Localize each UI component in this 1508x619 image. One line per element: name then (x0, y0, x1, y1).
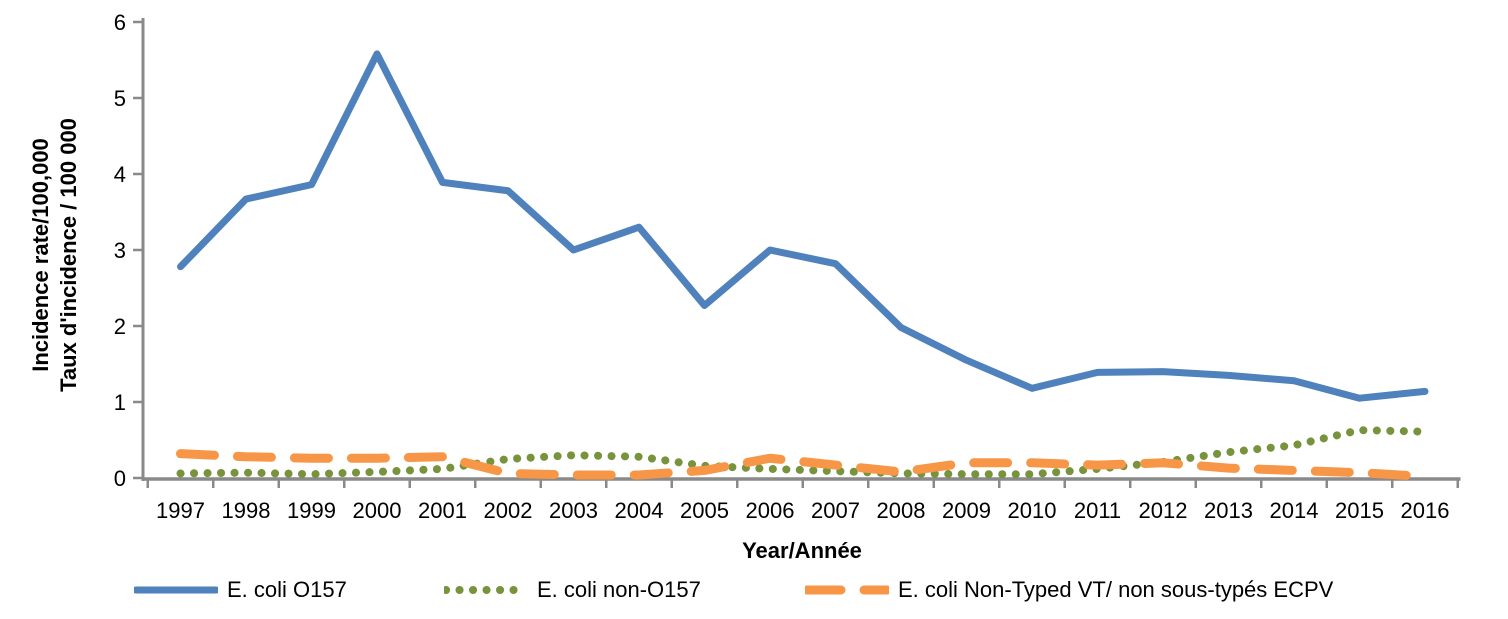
svg-text:2008: 2008 (877, 498, 926, 523)
svg-text:2: 2 (114, 314, 126, 339)
svg-text:2000: 2000 (353, 498, 402, 523)
svg-text:0: 0 (114, 466, 126, 491)
svg-text:2002: 2002 (484, 498, 533, 523)
svg-text:2006: 2006 (746, 498, 795, 523)
svg-text:2010: 2010 (1008, 498, 1057, 523)
svg-text:2014: 2014 (1270, 498, 1319, 523)
svg-text:1998: 1998 (222, 498, 271, 523)
svg-text:2016: 2016 (1401, 498, 1450, 523)
svg-text:2013: 2013 (1204, 498, 1253, 523)
svg-text:4: 4 (114, 162, 126, 187)
svg-text:1: 1 (114, 390, 126, 415)
svg-text:2007: 2007 (811, 498, 860, 523)
x-axis-title: Year/Année (742, 538, 862, 563)
svg-text:2015: 2015 (1335, 498, 1384, 523)
svg-text:2005: 2005 (680, 498, 729, 523)
svg-text:2001: 2001 (418, 498, 467, 523)
svg-text:2011: 2011 (1074, 498, 1121, 523)
svg-text:2009: 2009 (942, 498, 991, 523)
svg-text:3: 3 (114, 238, 126, 263)
svg-text:2004: 2004 (615, 498, 664, 523)
svg-text:1997: 1997 (156, 498, 205, 523)
svg-text:1999: 1999 (287, 498, 336, 523)
svg-text:2003: 2003 (549, 498, 598, 523)
svg-text:6: 6 (114, 10, 126, 35)
svg-text:2012: 2012 (1139, 498, 1188, 523)
svg-text:5: 5 (114, 86, 126, 111)
